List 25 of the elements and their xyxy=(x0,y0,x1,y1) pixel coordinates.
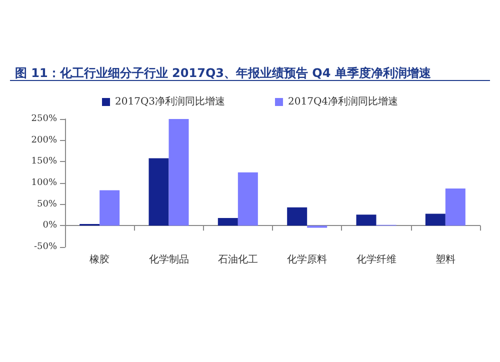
legend-label: 2017Q3净利润同比增速 xyxy=(114,96,226,108)
bar xyxy=(148,158,169,226)
y-tick-label: 100% xyxy=(31,178,58,188)
y-tick-label: 200% xyxy=(31,135,58,146)
x-tick-label: 石油化工 xyxy=(218,254,258,266)
x-tick-label: 化学纤维 xyxy=(356,254,396,266)
y-tick-label: 50% xyxy=(36,199,58,210)
x-tick-label: 塑料 xyxy=(435,254,456,266)
legend-label: 2017Q4净利润同比增速 xyxy=(288,96,398,108)
y-tick-label: 250% xyxy=(31,114,58,124)
bar xyxy=(445,188,466,226)
bar xyxy=(287,207,308,226)
y-tick-label: -50% xyxy=(34,242,58,252)
bar xyxy=(100,190,120,226)
bar xyxy=(168,119,189,226)
x-tick-label: 橡胶 xyxy=(90,254,110,266)
x-tick-label: 化学制品 xyxy=(148,254,189,266)
bar xyxy=(356,214,376,226)
bar xyxy=(238,172,258,226)
y-tick-label: 150% xyxy=(31,156,58,167)
x-tick-label: 化学原料 xyxy=(287,254,328,266)
bar xyxy=(425,214,446,226)
y-tick-label: 0% xyxy=(42,220,58,231)
chart-title: 图 11：化工行业细分子行业 2017Q3、年报业绩预告 Q4 单季度净利润增速 xyxy=(15,66,432,80)
bar xyxy=(218,218,238,226)
